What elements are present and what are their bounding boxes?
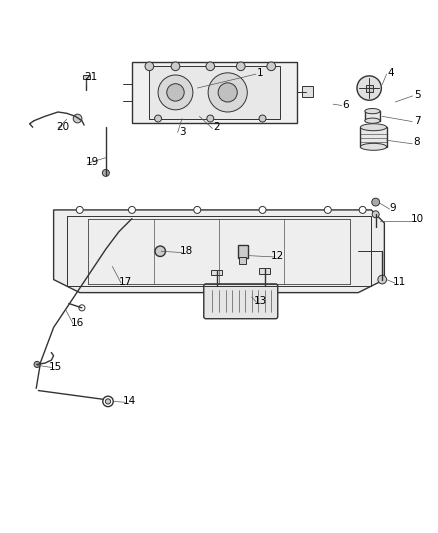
Circle shape: [218, 83, 237, 102]
Bar: [302, 86, 313, 97]
Circle shape: [76, 206, 83, 213]
Text: 2: 2: [213, 122, 220, 132]
Text: 7: 7: [414, 116, 420, 126]
Text: 13: 13: [254, 296, 267, 306]
Bar: [238, 245, 248, 258]
Bar: [259, 268, 270, 274]
Circle shape: [79, 305, 85, 311]
Text: 21: 21: [84, 72, 97, 82]
Text: 8: 8: [414, 138, 420, 148]
Circle shape: [378, 275, 387, 284]
Bar: [211, 270, 222, 275]
Circle shape: [267, 62, 276, 71]
Circle shape: [208, 73, 247, 112]
Circle shape: [194, 206, 201, 213]
Text: 20: 20: [56, 122, 69, 132]
Bar: [83, 75, 90, 79]
Ellipse shape: [360, 124, 387, 131]
Circle shape: [359, 206, 366, 213]
Bar: [360, 127, 387, 147]
Text: 17: 17: [119, 277, 132, 287]
Circle shape: [372, 198, 380, 206]
Text: 1: 1: [257, 68, 264, 78]
Bar: [132, 62, 297, 123]
Circle shape: [102, 169, 110, 176]
FancyBboxPatch shape: [204, 284, 278, 319]
Circle shape: [372, 211, 379, 218]
Circle shape: [259, 206, 266, 213]
Circle shape: [145, 62, 154, 71]
Text: 5: 5: [414, 90, 420, 100]
Circle shape: [155, 115, 162, 122]
Text: 14: 14: [123, 397, 136, 407]
Bar: [366, 85, 373, 92]
Ellipse shape: [360, 143, 387, 150]
Circle shape: [34, 361, 40, 367]
Circle shape: [324, 206, 331, 213]
Circle shape: [103, 396, 113, 407]
Text: 12: 12: [271, 251, 284, 261]
Circle shape: [167, 84, 184, 101]
Ellipse shape: [365, 118, 380, 123]
Circle shape: [237, 62, 245, 71]
Text: 19: 19: [86, 157, 99, 167]
Circle shape: [206, 62, 215, 71]
Bar: [149, 66, 280, 118]
Circle shape: [259, 115, 266, 122]
Circle shape: [155, 246, 166, 256]
Text: 16: 16: [71, 318, 84, 328]
Circle shape: [73, 114, 82, 123]
Ellipse shape: [365, 109, 380, 114]
Text: 4: 4: [388, 68, 394, 78]
Circle shape: [357, 76, 381, 100]
Text: 6: 6: [342, 100, 349, 110]
Circle shape: [171, 62, 180, 71]
Polygon shape: [53, 210, 385, 293]
Text: 10: 10: [410, 214, 424, 224]
Text: 15: 15: [49, 361, 63, 372]
Text: 3: 3: [179, 126, 185, 136]
Bar: [240, 257, 247, 264]
Circle shape: [106, 399, 111, 404]
Circle shape: [207, 115, 214, 122]
Text: 18: 18: [180, 246, 193, 256]
Text: 11: 11: [393, 277, 406, 287]
Circle shape: [128, 206, 135, 213]
Circle shape: [158, 75, 193, 110]
Text: 9: 9: [390, 203, 396, 213]
Bar: [365, 111, 380, 120]
